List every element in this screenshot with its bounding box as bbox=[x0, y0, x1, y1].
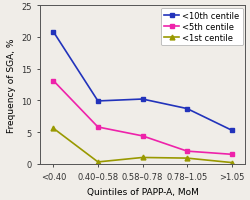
<10th centile bbox=[141, 98, 144, 101]
<10th centile bbox=[52, 31, 55, 34]
Line: <5th centile: <5th centile bbox=[51, 79, 234, 157]
<1st centile bbox=[230, 162, 233, 164]
<5th centile bbox=[141, 135, 144, 137]
Line: <1st centile: <1st centile bbox=[51, 126, 234, 165]
<1st centile bbox=[52, 127, 55, 130]
<10th centile bbox=[96, 100, 100, 103]
<5th centile bbox=[230, 153, 233, 156]
<5th centile bbox=[52, 80, 55, 82]
<5th centile bbox=[96, 126, 100, 129]
<10th centile bbox=[230, 129, 233, 132]
X-axis label: Quintiles of PAPP-A, MoM: Quintiles of PAPP-A, MoM bbox=[86, 187, 198, 196]
<1st centile bbox=[186, 157, 188, 160]
<5th centile bbox=[186, 150, 188, 153]
<1st centile bbox=[141, 156, 144, 159]
Legend: <10th centile, <5th centile, <1st centile: <10th centile, <5th centile, <1st centil… bbox=[161, 8, 242, 46]
<10th centile bbox=[186, 108, 188, 110]
<1st centile bbox=[96, 161, 100, 163]
Y-axis label: Frequency of SGA, %: Frequency of SGA, % bbox=[6, 38, 16, 132]
Line: <10th centile: <10th centile bbox=[51, 30, 234, 133]
